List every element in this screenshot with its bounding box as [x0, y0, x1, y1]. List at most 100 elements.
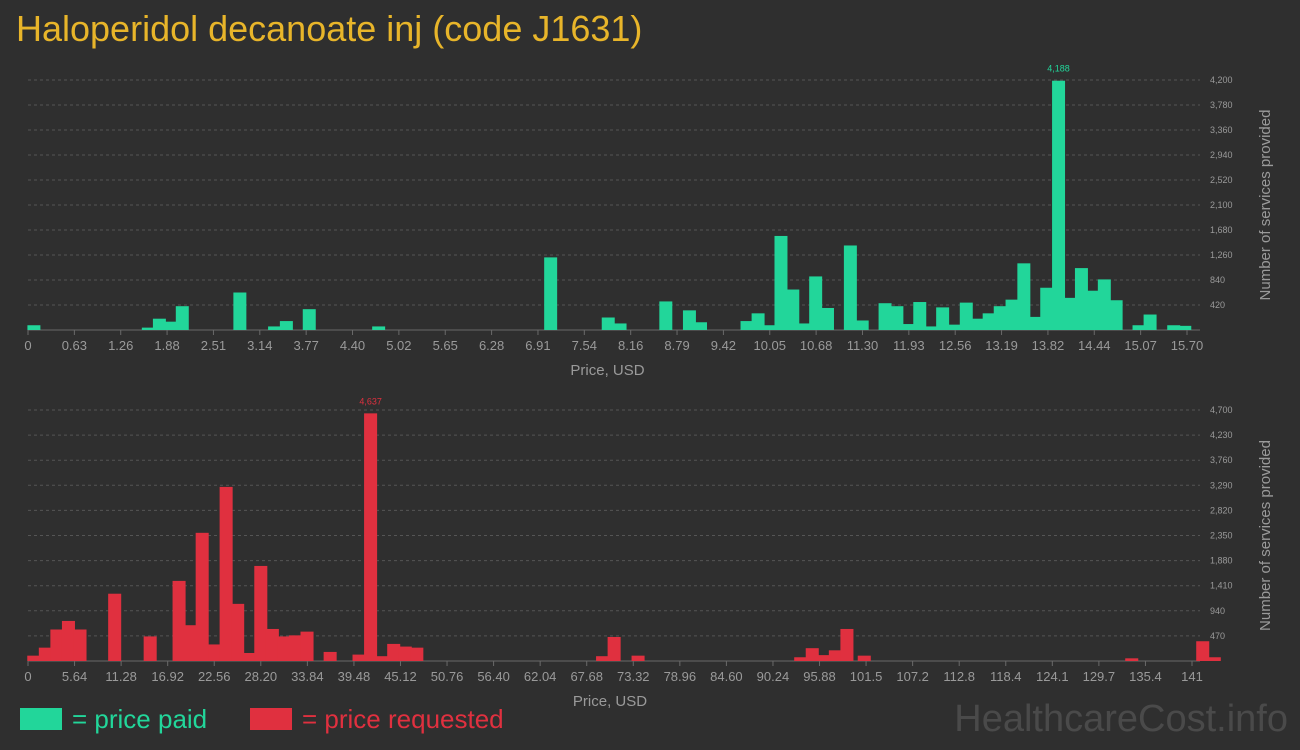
x-tick-label: 11.93 [893, 338, 925, 353]
y-tick-label: 4,200 [1210, 75, 1233, 85]
histogram-bar [1052, 80, 1066, 330]
y-tick-label: 2,350 [1210, 531, 1233, 541]
histogram-bar [694, 322, 708, 330]
histogram-bar [855, 320, 869, 330]
histogram-bar [323, 651, 337, 661]
histogram-bar [820, 307, 834, 330]
histogram-bar [901, 324, 915, 330]
x-tick-label: 6.91 [525, 338, 550, 353]
x-tick-label: 118.4 [990, 669, 1022, 684]
x-tick-label: 112.8 [943, 669, 975, 684]
histogram-bar [740, 321, 754, 330]
y-tick-label: 2,100 [1210, 200, 1233, 210]
histogram-bar [1132, 325, 1146, 330]
histogram-bar [774, 235, 788, 330]
x-tick-label: 56.40 [477, 669, 510, 684]
legend-paid-label: = price paid [72, 703, 208, 734]
histogram-bar [947, 324, 961, 330]
histogram-bar [993, 306, 1007, 330]
y-tick-label: 2,820 [1210, 505, 1233, 515]
histogram-bar [398, 646, 412, 661]
y-tick-label: 4,700 [1210, 405, 1233, 415]
x-tick-label: 15.07 [1124, 338, 1157, 353]
x-tick-label: 10.68 [800, 338, 833, 353]
histogram-bar [751, 313, 765, 330]
histogram-bar [805, 648, 819, 661]
peak-value-label: 4,637 [359, 396, 382, 406]
x-tick-label: 45.12 [384, 669, 417, 684]
price-paid-chart: 420 840 1,260 1,680 2,100 2,520 2,940 3,360 3,78… [24, 64, 1274, 379]
histogram-bar [375, 656, 389, 661]
histogram-bar [268, 326, 282, 330]
histogram-bar [828, 650, 842, 661]
x-tick-label: 2.51 [201, 338, 226, 353]
y-axis-title: Number of services provided [1257, 440, 1274, 631]
x-tick-label: 62.04 [524, 669, 557, 684]
watermark: HealthcareCost.info [954, 698, 1288, 740]
x-tick-label: 107.2 [896, 669, 929, 684]
chart-title: Haloperidol decanoate inj (code J1631) [16, 8, 643, 49]
histogram-bar [352, 654, 366, 661]
histogram-bar [73, 629, 87, 661]
x-tick-label: 5.65 [433, 338, 458, 353]
histogram-bar [925, 326, 939, 330]
x-tick-label: 13.19 [985, 338, 1018, 353]
histogram-bar [108, 593, 122, 661]
x-tick-label: 129.7 [1083, 669, 1116, 684]
y-tick-label: 3,290 [1210, 480, 1233, 490]
x-tick-label: 12.56 [939, 338, 972, 353]
histogram-bar [208, 644, 222, 661]
y-tick-label: 1,880 [1210, 556, 1233, 566]
histogram-bar [242, 652, 256, 661]
histogram-bar [857, 655, 871, 661]
histogram-bar [959, 302, 973, 330]
histogram-bar [786, 289, 800, 330]
histogram-bar [279, 321, 293, 330]
y-tick-label: 2,940 [1210, 150, 1233, 160]
x-tick-label: 5.64 [62, 669, 87, 684]
x-tick-label: 3.14 [247, 338, 272, 353]
histogram-bar [1109, 300, 1123, 330]
peak-value-label: 4,188 [1047, 64, 1070, 74]
x-tick-label: 124.1 [1036, 669, 1069, 684]
x-tick-label: 0 [24, 669, 31, 684]
x-tick-label: 90.24 [757, 669, 790, 684]
histogram-bar [936, 307, 950, 330]
y-tick-label: 4,230 [1210, 430, 1233, 440]
histogram-bar [682, 310, 696, 330]
histogram-bar [1086, 290, 1099, 330]
histogram-bar [141, 327, 155, 330]
x-tick-label: 15.70 [1171, 338, 1204, 353]
x-tick-label: 0.63 [62, 338, 87, 353]
x-tick-label: 1.26 [108, 338, 133, 353]
x-tick-label: 14.44 [1078, 338, 1111, 353]
x-tick-label: 78.96 [664, 669, 697, 684]
histogram-bar [175, 306, 189, 330]
histogram-bar [288, 635, 302, 661]
histogram-bar [1178, 325, 1192, 330]
histogram-bar [596, 656, 610, 661]
x-tick-label: 4.40 [340, 338, 365, 353]
histogram-bar [38, 647, 52, 661]
histogram-bar [1097, 279, 1111, 330]
x-tick-label: 5.02 [386, 338, 411, 353]
legend-requested-label: = price requested [302, 703, 504, 734]
histogram-bar [184, 625, 198, 661]
histogram-bar [1143, 314, 1157, 330]
x-tick-label: 101.5 [850, 669, 883, 684]
histogram-bar [50, 629, 64, 661]
histogram-bar [1074, 268, 1088, 330]
x-axis-title: Price, USD [570, 362, 644, 379]
histogram-bar [302, 309, 316, 330]
histogram-bar [763, 325, 777, 330]
x-tick-label: 16.92 [151, 669, 184, 684]
histogram-bar [1207, 657, 1221, 661]
x-tick-label: 84.60 [710, 669, 743, 684]
legend-requested: = price requested [250, 704, 504, 734]
x-tick-label: 7.54 [572, 338, 597, 353]
x-tick-label: 95.88 [803, 669, 836, 684]
legend-paid: = price paid [20, 704, 207, 734]
x-tick-label: 67.68 [570, 669, 603, 684]
histogram-bar [1040, 287, 1054, 330]
x-tick-label: 10.05 [753, 338, 786, 353]
